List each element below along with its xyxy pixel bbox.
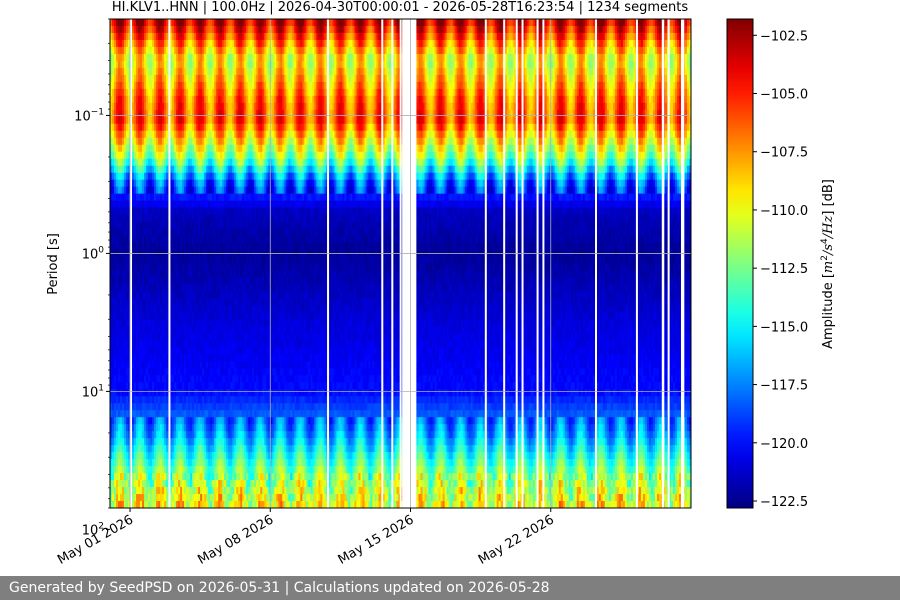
psd-chart: HI.KLV1..HNN | 100.0Hz | 2026-04-30T00:0… (0, 0, 900, 576)
chart-title: HI.KLV1..HNN | 100.0Hz | 2026-04-30T00:0… (112, 0, 688, 15)
spectrogram-plot (110, 19, 691, 529)
